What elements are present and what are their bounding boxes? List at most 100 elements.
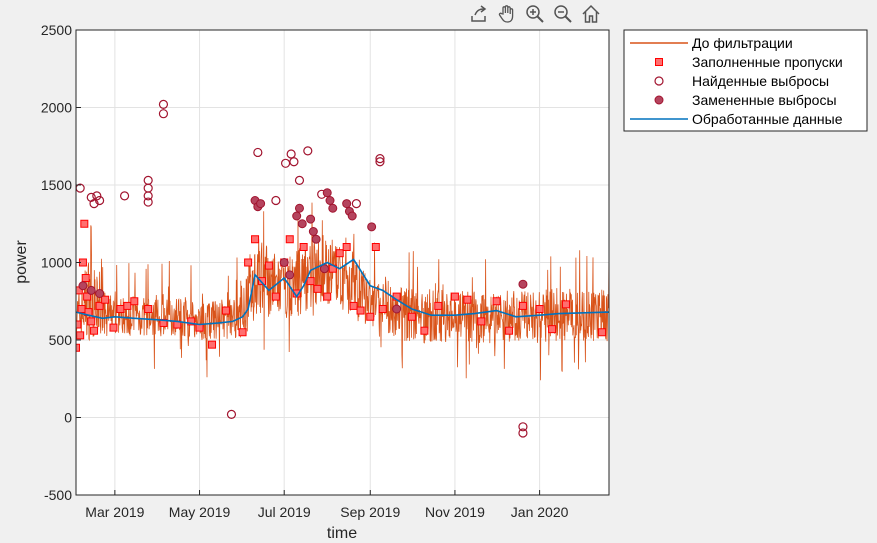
found-outlier-marker bbox=[89, 199, 99, 209]
legend-label-raw: До фильтрации bbox=[692, 35, 793, 51]
replaced-outlier-marker bbox=[294, 203, 304, 213]
filled-gap-marker bbox=[463, 295, 472, 304]
replaced-outlier-marker bbox=[308, 227, 318, 236]
found-outlier-marker bbox=[271, 195, 281, 206]
y-axis-title: power bbox=[13, 240, 30, 284]
filled-gap-marker bbox=[116, 305, 125, 313]
legend-symbol-found-outliers bbox=[654, 76, 664, 86]
filled-gap-marker bbox=[109, 323, 118, 332]
filled-gap-marker bbox=[208, 340, 217, 349]
export-icon bbox=[471, 5, 487, 22]
found-outlier-marker bbox=[518, 428, 528, 438]
replaced-outlier-marker bbox=[518, 279, 528, 289]
filled-gap-marker bbox=[159, 318, 168, 327]
legend-symbol-replaced-outliers bbox=[654, 95, 664, 105]
filled-gap-marker bbox=[535, 305, 544, 313]
legend-label-found-outliers: Найденные выбросы bbox=[692, 73, 829, 89]
replaced-outlier-marker bbox=[279, 258, 289, 267]
export-button[interactable] bbox=[466, 2, 492, 26]
found-outlier-marker bbox=[286, 149, 296, 159]
found-outlier-marker bbox=[518, 422, 528, 432]
filled-gap-marker bbox=[238, 328, 247, 337]
filled-gap-marker bbox=[264, 261, 273, 270]
found-outlier-marker bbox=[289, 157, 299, 167]
found-outlier-marker bbox=[375, 154, 385, 164]
replaced-outlier-marker bbox=[342, 199, 352, 209]
filled-gap-marker bbox=[434, 301, 443, 310]
replaced-outlier-marker bbox=[306, 214, 316, 224]
replaced-outlier-marker bbox=[322, 188, 332, 198]
zoom-in-button[interactable] bbox=[522, 2, 548, 26]
filled-gap-marker bbox=[378, 305, 387, 313]
found-outlier-marker bbox=[143, 197, 153, 207]
replaced-outlier-marker bbox=[319, 264, 329, 274]
filled-gap-marker bbox=[420, 326, 429, 335]
filled-gap-marker bbox=[87, 317, 96, 326]
y-tick-label: -500 bbox=[44, 487, 72, 503]
found-outlier-marker bbox=[94, 195, 105, 206]
filled-gap-marker bbox=[123, 301, 132, 310]
y-tick-label: 2000 bbox=[41, 100, 72, 116]
found-outlier-marker bbox=[92, 191, 102, 201]
y-tick-label: 1000 bbox=[41, 255, 72, 271]
found-outlier-marker bbox=[119, 191, 130, 201]
filled-gap-marker bbox=[251, 235, 260, 244]
filled-gap-marker bbox=[95, 301, 104, 310]
zoom-out-button[interactable] bbox=[550, 2, 576, 26]
filled-gap-marker bbox=[450, 292, 459, 301]
x-tick-label: Jan 2020 bbox=[511, 504, 569, 520]
replaced-outlier-marker bbox=[86, 285, 96, 295]
filled-gap-marker bbox=[76, 331, 85, 340]
found-outlier-marker bbox=[158, 99, 169, 110]
ticks: -500 0 500 1000 1500 2000 2500 Mar 2019 May 2019… bbox=[41, 22, 569, 520]
filled-gap-marker bbox=[244, 258, 253, 267]
filled-gap-marker bbox=[144, 305, 153, 313]
legend-symbol-filled bbox=[655, 58, 663, 66]
filled-gap-marker bbox=[598, 328, 607, 337]
replaced-outlier-marker bbox=[325, 196, 335, 205]
series-layer bbox=[76, 99, 609, 438]
y-tick-label: 1500 bbox=[41, 177, 72, 193]
legend[interactable]: До фильтрации Заполненные пропуски Найде… bbox=[623, 29, 868, 132]
filled-gap-marker bbox=[81, 274, 90, 282]
x-tick-label: May 2019 bbox=[169, 504, 231, 520]
filled-gap-marker bbox=[306, 277, 315, 286]
legend-box bbox=[623, 29, 868, 132]
found-outlier-marker bbox=[375, 157, 385, 167]
replaced-outlier-marker bbox=[347, 211, 357, 221]
legend-label-filled: Заполненные пропуски bbox=[692, 54, 843, 70]
pan-button[interactable] bbox=[494, 2, 520, 26]
zoom-in-icon bbox=[526, 5, 544, 23]
filled-gap-marker bbox=[349, 301, 358, 310]
filled-gap-marker bbox=[271, 292, 280, 301]
filled-gap-marker bbox=[477, 317, 486, 326]
filled-gap-marker bbox=[407, 312, 416, 321]
filled-gap-marker bbox=[342, 243, 351, 251]
filled-gap-marker bbox=[187, 317, 196, 326]
replaced-outlier-marker bbox=[95, 289, 105, 298]
y-tick-label: 500 bbox=[49, 332, 73, 348]
filled-gap-marker bbox=[492, 297, 501, 306]
filled-gap-marker bbox=[299, 243, 308, 251]
x-tick-label: Mar 2019 bbox=[85, 504, 144, 520]
found-outlier-marker bbox=[351, 199, 361, 209]
x-tick-label: Sep 2019 bbox=[340, 504, 400, 520]
replaced-outlier-marker bbox=[297, 219, 307, 229]
legend-label-processed: Обработанные данные bbox=[692, 111, 843, 127]
home-button[interactable] bbox=[578, 2, 604, 26]
filled-gap-marker bbox=[76, 320, 82, 329]
pan-icon bbox=[498, 5, 514, 23]
filled-gap-marker bbox=[77, 305, 86, 313]
filled-gap-marker bbox=[356, 306, 365, 315]
filled-gap-marker bbox=[313, 284, 322, 293]
found-outlier-marker bbox=[86, 192, 96, 202]
replaced-outlier-marker bbox=[78, 281, 88, 291]
x-axis-title: time bbox=[327, 525, 357, 542]
replaced-outlier-marker bbox=[285, 270, 295, 280]
home-icon bbox=[582, 4, 600, 23]
y-tick-label: 0 bbox=[64, 410, 72, 426]
replaced-outlier-marker bbox=[367, 222, 377, 232]
axes-toolbar bbox=[466, 2, 604, 28]
filled-gap-marker bbox=[83, 292, 92, 301]
